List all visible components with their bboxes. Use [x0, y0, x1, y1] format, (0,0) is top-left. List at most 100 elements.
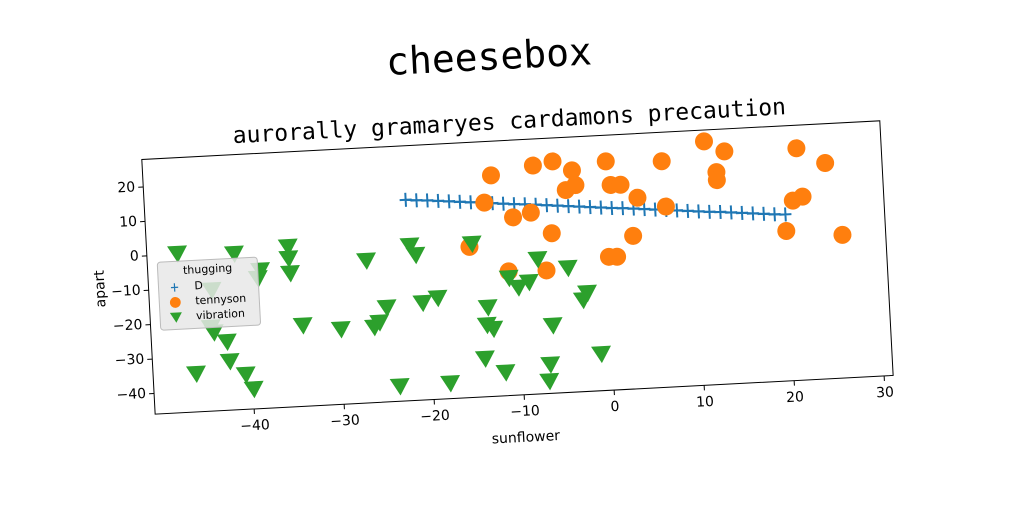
point [410, 193, 423, 208]
point [608, 247, 627, 266]
point [787, 139, 806, 158]
point [624, 226, 643, 245]
point [551, 198, 564, 213]
point [833, 225, 852, 244]
legend-title: thugging [183, 261, 233, 277]
point [277, 238, 298, 257]
point [692, 204, 705, 219]
legend-label: tennyson [195, 292, 247, 308]
point [521, 203, 540, 222]
y-axis-label: apart [92, 269, 110, 308]
point [421, 193, 434, 208]
x-tick-label: −40 [240, 417, 270, 435]
point [216, 333, 237, 352]
point [779, 207, 792, 222]
point [504, 208, 523, 227]
x-tick-label: 0 [610, 399, 620, 415]
point [527, 250, 548, 269]
point [464, 195, 477, 210]
point [572, 291, 593, 310]
point [279, 264, 300, 283]
point [557, 259, 578, 278]
point [442, 194, 456, 209]
x-tick-label: 20 [786, 389, 805, 406]
point [427, 289, 448, 308]
point [707, 171, 726, 190]
point [356, 252, 376, 270]
point [656, 197, 675, 216]
point [523, 156, 542, 175]
y-tick-label: −40 [116, 386, 146, 404]
point [243, 380, 264, 399]
point [292, 317, 313, 335]
point [185, 365, 206, 384]
x-tick-label: −10 [510, 403, 540, 421]
point [399, 192, 412, 207]
point [453, 194, 466, 209]
point [735, 205, 749, 220]
x-axis-label: sunflower [491, 428, 560, 448]
point [725, 205, 738, 220]
point [461, 235, 482, 253]
y-tick-label: −10 [111, 283, 141, 301]
point [389, 377, 410, 396]
point [219, 353, 240, 371]
point [518, 273, 539, 292]
point [167, 245, 188, 263]
point [616, 201, 629, 216]
rotated-figure: cheesebox aurorally gramaryes cardamons … [92, 29, 895, 448]
legend-marker [169, 297, 181, 308]
point [542, 224, 561, 243]
x-tick-label: 10 [696, 394, 715, 411]
point [432, 193, 445, 208]
point [783, 191, 802, 210]
legend-box [156, 256, 261, 331]
point [540, 198, 553, 213]
point [652, 152, 671, 171]
legend-label: D [194, 279, 203, 292]
point [477, 299, 498, 317]
point [591, 345, 612, 364]
point [573, 199, 586, 214]
point [746, 206, 759, 221]
point [584, 200, 597, 215]
point [539, 372, 560, 391]
legend-marker [170, 283, 179, 292]
y-tick-label: 20 [117, 179, 136, 196]
y-tick-label: 10 [119, 214, 138, 231]
point [562, 199, 575, 214]
point [605, 200, 618, 216]
point [278, 250, 299, 268]
point [495, 364, 516, 382]
point [474, 350, 495, 368]
point [768, 207, 781, 222]
point [816, 154, 835, 173]
point [481, 166, 500, 185]
point [611, 175, 630, 194]
point [714, 204, 727, 220]
point [399, 237, 420, 255]
point [376, 299, 397, 317]
point [540, 356, 561, 374]
point [537, 261, 556, 280]
point [543, 152, 562, 171]
x-tick-label: −20 [420, 408, 450, 426]
point [562, 161, 581, 180]
point [542, 317, 563, 335]
point [508, 279, 529, 297]
point [715, 142, 734, 161]
point [594, 200, 608, 215]
point [566, 176, 585, 195]
point [777, 221, 796, 240]
point [638, 202, 651, 217]
point [223, 245, 244, 264]
point [235, 366, 256, 384]
point [703, 204, 716, 219]
y-tick-label: 0 [130, 248, 140, 264]
y-tick-label: −30 [114, 352, 144, 370]
point [440, 374, 461, 393]
point [596, 152, 615, 171]
point [497, 196, 510, 211]
legend-marker [169, 312, 182, 323]
